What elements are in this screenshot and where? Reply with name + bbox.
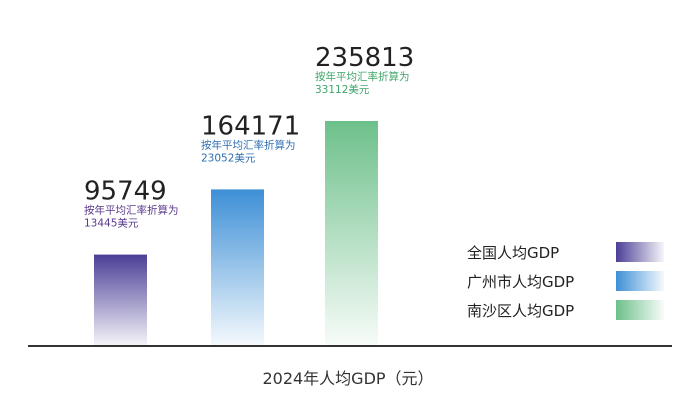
legend-label-national: 全国人均GDP xyxy=(467,244,559,262)
value-label-guangzhou: 164171 xyxy=(201,111,300,141)
annotation-national-line-1: 按年平均汇率折算为 xyxy=(84,204,179,217)
legend-swatch-nansha xyxy=(616,300,664,320)
bar-nansha xyxy=(325,121,378,346)
bar-national xyxy=(94,254,147,346)
bar-guangzhou xyxy=(211,189,264,346)
legend: 全国人均GDP 广州市人均GDP 南沙区人均GDP xyxy=(467,242,664,320)
annotation-nansha-line-2: 33112美元 xyxy=(315,83,370,96)
value-label-nansha: 235813 xyxy=(315,43,414,73)
annotation-nansha-line-1: 按年平均汇率折算为 xyxy=(315,70,410,83)
annotation-national-line-2: 13445美元 xyxy=(84,217,139,230)
annotation-guangzhou-line-1: 按年平均汇率折算为 xyxy=(201,138,296,151)
annotation-guangzhou-line-2: 23052美元 xyxy=(201,151,256,164)
value-label-national: 95749 xyxy=(84,177,167,207)
legend-swatch-guangzhou xyxy=(616,271,664,291)
x-axis-label: 2024年人均GDP（元） xyxy=(262,369,433,388)
legend-label-nansha: 南沙区人均GDP xyxy=(467,302,574,320)
legend-swatch-national xyxy=(616,242,664,262)
legend-label-guangzhou: 广州市人均GDP xyxy=(467,273,574,291)
